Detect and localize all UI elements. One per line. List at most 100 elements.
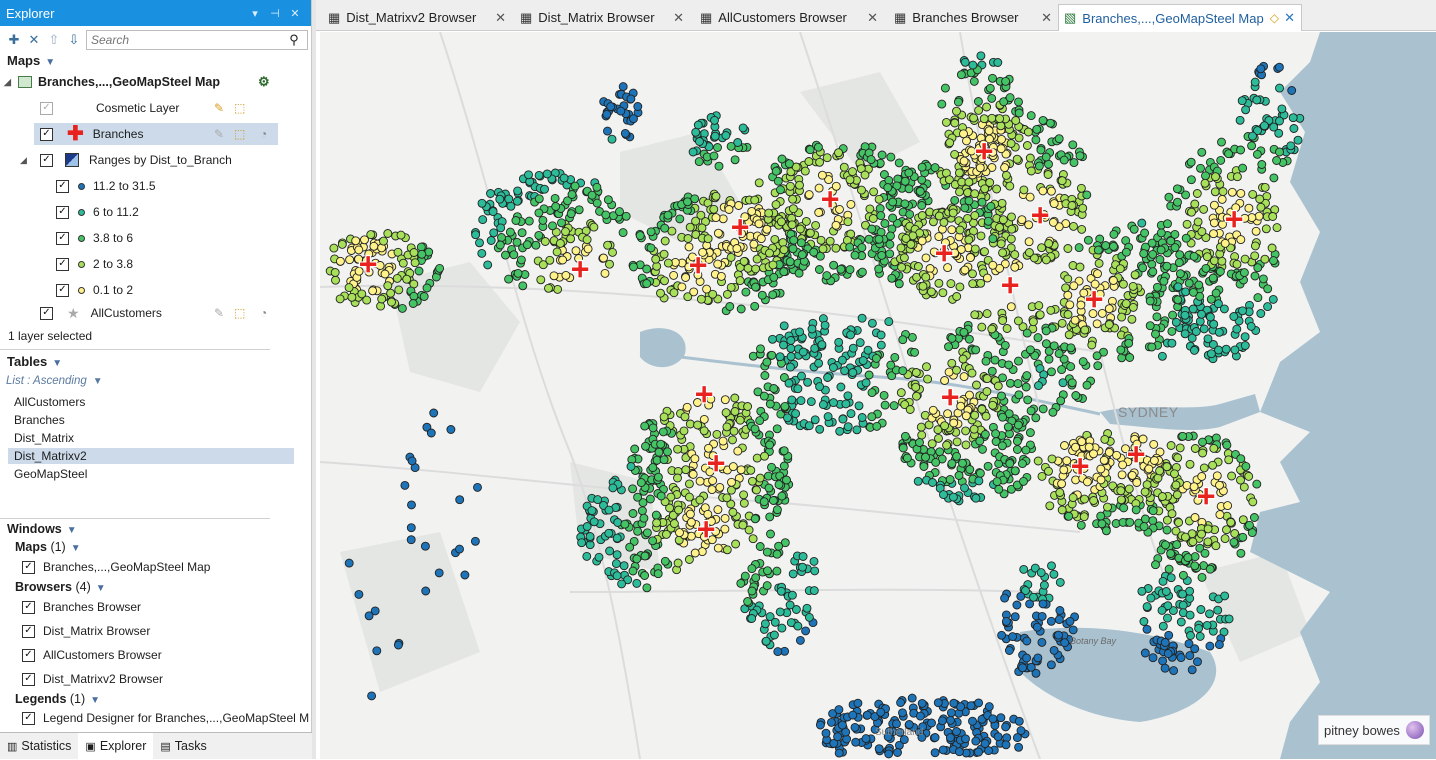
- customer-point[interactable]: [1013, 379, 1023, 389]
- customer-point[interactable]: [1208, 340, 1218, 349]
- customer-point[interactable]: [777, 154, 787, 164]
- customer-point[interactable]: [504, 274, 514, 284]
- customer-point[interactable]: [605, 546, 615, 556]
- branch-cross-icon[interactable]: ✚: [357, 250, 378, 279]
- customer-point[interactable]: [1078, 203, 1088, 213]
- customer-point[interactable]: [927, 439, 937, 449]
- customer-point[interactable]: [754, 219, 764, 229]
- customer-point[interactable]: [769, 272, 779, 282]
- customer-point[interactable]: [1128, 281, 1138, 291]
- customer-point[interactable]: [786, 336, 796, 345]
- customer-point[interactable]: [1162, 515, 1172, 525]
- customer-point[interactable]: [818, 400, 828, 410]
- customer-point[interactable]: [383, 229, 393, 238]
- customer-point[interactable]: [1209, 256, 1219, 266]
- customer-point[interactable]: [1176, 617, 1186, 627]
- customer-point[interactable]: [1236, 454, 1246, 464]
- customer-point[interactable]: [769, 384, 779, 393]
- customer-point[interactable]: [1025, 192, 1035, 202]
- customer-point[interactable]: [762, 357, 772, 367]
- customer-point[interactable]: [538, 215, 548, 225]
- customer-point[interactable]: [751, 282, 761, 292]
- customer-point[interactable]: [1192, 189, 1202, 198]
- customer-point[interactable]: [929, 247, 939, 257]
- customer-point[interactable]: [954, 747, 964, 757]
- search-input[interactable]: [87, 31, 283, 49]
- customer-point[interactable]: [680, 412, 690, 422]
- customer-point[interactable]: [904, 184, 914, 194]
- customer-point[interactable]: [917, 211, 927, 220]
- customer-point[interactable]: [1178, 600, 1188, 610]
- layer-branches[interactable]: ✓ ✚ Branches ✎ ⬚ ◔: [34, 123, 278, 145]
- customer-point[interactable]: [1144, 464, 1154, 474]
- move-up-icon[interactable]: ⇧: [48, 32, 60, 47]
- customer-point[interactable]: [489, 228, 499, 238]
- customer-point[interactable]: [483, 260, 493, 270]
- customer-point[interactable]: [653, 569, 663, 579]
- customer-point[interactable]: [1164, 630, 1174, 640]
- customer-point[interactable]: [751, 573, 761, 583]
- customer-point[interactable]: [1031, 668, 1041, 678]
- customer-point[interactable]: [863, 345, 873, 355]
- customer-point[interactable]: [1163, 649, 1173, 659]
- customer-point[interactable]: [1215, 480, 1224, 490]
- customer-point[interactable]: [874, 744, 884, 754]
- customer-point[interactable]: [770, 617, 780, 627]
- customer-point[interactable]: [1197, 147, 1207, 157]
- customer-point[interactable]: [817, 170, 827, 180]
- customer-point[interactable]: [620, 128, 630, 138]
- customer-point[interactable]: [931, 457, 941, 467]
- customer-point[interactable]: [965, 253, 975, 263]
- customer-point[interactable]: [592, 198, 602, 208]
- customer-point[interactable]: [1000, 340, 1010, 350]
- customer-point[interactable]: [1181, 287, 1191, 297]
- layer-visibility-checkbox[interactable]: ✓: [40, 127, 53, 141]
- customer-point[interactable]: [729, 426, 739, 436]
- customer-point[interactable]: [995, 114, 1005, 124]
- customer-point[interactable]: [755, 416, 765, 426]
- customer-point[interactable]: [752, 254, 762, 264]
- customer-point[interactable]: [747, 206, 757, 216]
- customer-point[interactable]: [890, 352, 900, 362]
- customer-point[interactable]: [633, 102, 643, 111]
- customer-point[interactable]: [993, 732, 1003, 742]
- customer-point[interactable]: [1014, 390, 1024, 400]
- customer-point[interactable]: [396, 230, 406, 240]
- customer-point[interactable]: [1054, 615, 1064, 625]
- customer-point[interactable]: [938, 745, 948, 755]
- customer-point[interactable]: [768, 260, 778, 270]
- customer-point[interactable]: [640, 551, 650, 561]
- customer-point[interactable]: [961, 426, 971, 436]
- customer-point[interactable]: [872, 421, 882, 431]
- customer-point[interactable]: [763, 566, 772, 576]
- customer-point[interactable]: [1237, 96, 1247, 106]
- layer-allcustomers[interactable]: ✓ ★ AllCustomers ✎ ⬚ ◔: [34, 305, 278, 321]
- customer-point[interactable]: [762, 224, 772, 234]
- customer-point[interactable]: [1275, 147, 1284, 157]
- customer-point[interactable]: [691, 216, 701, 226]
- customer-point[interactable]: [566, 209, 576, 219]
- customer-point[interactable]: [641, 441, 650, 451]
- customer-point[interactable]: [1132, 478, 1142, 487]
- customer-point[interactable]: [892, 719, 901, 729]
- customer-point[interactable]: [611, 559, 621, 569]
- customer-point[interactable]: [871, 353, 881, 363]
- customer-point[interactable]: [818, 244, 828, 254]
- customer-point[interactable]: [1097, 519, 1107, 529]
- customer-point[interactable]: [947, 225, 957, 235]
- customer-point[interactable]: [1205, 609, 1214, 619]
- customer-point[interactable]: [1160, 638, 1170, 647]
- customer-point[interactable]: [880, 400, 890, 410]
- customer-point[interactable]: [1186, 157, 1196, 167]
- customer-point[interactable]: [393, 640, 403, 650]
- customer-point[interactable]: [948, 492, 958, 502]
- customer-point[interactable]: [805, 145, 815, 155]
- customer-point[interactable]: [690, 548, 700, 558]
- customer-point[interactable]: [706, 394, 716, 404]
- customer-point[interactable]: [831, 243, 841, 253]
- layer-ranges[interactable]: ◢ ✓ Ranges by Dist_to_Branch: [20, 149, 232, 171]
- customer-point[interactable]: [329, 243, 339, 253]
- customer-point[interactable]: [1202, 620, 1212, 630]
- customer-point[interactable]: [967, 368, 977, 378]
- customer-point[interactable]: [876, 340, 886, 350]
